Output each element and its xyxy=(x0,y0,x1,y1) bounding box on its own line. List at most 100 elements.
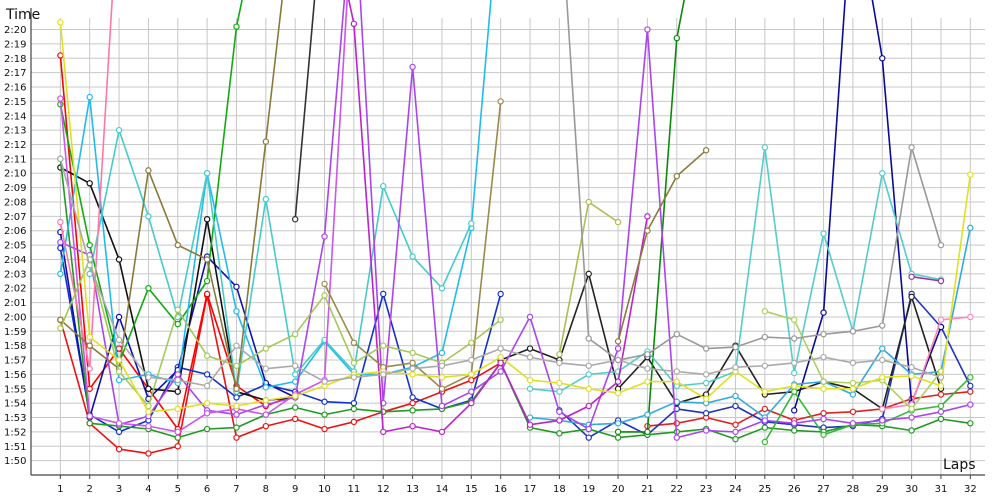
data-point xyxy=(791,359,798,367)
data-point xyxy=(585,385,592,392)
data-point xyxy=(86,420,93,427)
data-point xyxy=(614,338,622,345)
data-point xyxy=(732,343,739,351)
data-point xyxy=(879,322,886,329)
y-tick-label: 2:03 xyxy=(4,269,26,280)
data-point xyxy=(291,362,299,369)
x-tick-label: 12 xyxy=(377,484,390,495)
data-point xyxy=(673,378,680,385)
series-28 xyxy=(57,256,504,410)
data-point xyxy=(174,376,181,384)
x-tick-label: 2 xyxy=(87,484,93,495)
y-tick-label: 2:12 xyxy=(4,140,26,151)
data-point xyxy=(233,307,240,315)
data-point xyxy=(438,402,446,410)
data-point xyxy=(468,399,475,407)
data-point xyxy=(291,404,299,411)
data-point xyxy=(673,34,680,42)
data-point xyxy=(791,316,798,324)
x-tick-label: 27 xyxy=(817,484,830,495)
data-point xyxy=(791,335,798,342)
data-point xyxy=(761,388,769,395)
x-tick-label: 28 xyxy=(847,484,860,495)
x-tick-label: 15 xyxy=(465,484,478,495)
data-point xyxy=(145,213,152,220)
data-point xyxy=(820,431,827,438)
data-point xyxy=(262,422,270,430)
data-point xyxy=(879,405,886,413)
data-point xyxy=(203,256,211,263)
data-point xyxy=(791,369,798,377)
data-point xyxy=(556,359,563,367)
series-line xyxy=(59,0,243,364)
data-point xyxy=(614,218,622,226)
data-point xyxy=(879,374,886,381)
data-point xyxy=(937,382,945,390)
data-point xyxy=(203,352,211,359)
data-point xyxy=(820,309,827,316)
x-tick-label: 8 xyxy=(263,484,269,495)
y-tick-label: 2:16 xyxy=(4,83,26,94)
data-point xyxy=(203,216,211,223)
x-tick-label: 1 xyxy=(57,484,63,495)
data-point xyxy=(614,378,622,385)
data-point xyxy=(86,93,93,101)
data-point xyxy=(673,330,680,338)
data-point xyxy=(732,435,739,443)
data-point xyxy=(585,335,592,342)
data-point xyxy=(262,384,270,391)
data-point xyxy=(115,368,123,375)
data-point xyxy=(174,371,181,378)
data-point xyxy=(732,428,739,436)
y-tick-label: 2:13 xyxy=(4,126,26,137)
data-point xyxy=(57,52,64,59)
data-point xyxy=(908,414,915,421)
data-point xyxy=(820,230,827,237)
data-point xyxy=(115,336,123,344)
data-point xyxy=(644,26,651,33)
data-point xyxy=(967,420,974,427)
data-point xyxy=(849,379,857,387)
y-tick-label: 2:11 xyxy=(4,154,26,165)
data-point xyxy=(438,428,446,436)
data-point xyxy=(967,313,974,321)
data-point xyxy=(86,180,93,187)
data-point xyxy=(57,239,64,246)
data-point xyxy=(468,371,475,378)
data-point xyxy=(233,23,240,30)
data-point xyxy=(291,216,299,223)
data-point xyxy=(468,356,475,364)
y-tick-label: 1:54 xyxy=(4,399,26,410)
data-point xyxy=(673,172,680,180)
data-point xyxy=(262,397,270,404)
data-point xyxy=(203,382,211,390)
series-line xyxy=(59,22,972,413)
x-axis-title: Laps xyxy=(943,457,976,473)
data-point xyxy=(409,365,416,372)
axes xyxy=(30,8,985,476)
data-point xyxy=(86,342,93,349)
data-point xyxy=(57,95,64,102)
data-point xyxy=(614,428,622,436)
data-point xyxy=(526,421,534,428)
data-point xyxy=(438,362,446,369)
y-tick-label: 2:17 xyxy=(4,68,26,79)
data-point xyxy=(761,362,769,369)
series-line xyxy=(617,149,707,342)
data-point xyxy=(908,293,915,301)
series-line xyxy=(882,316,971,410)
data-point xyxy=(57,155,64,163)
data-point xyxy=(380,371,387,378)
data-point xyxy=(497,359,504,367)
y-tick-label: 1:51 xyxy=(4,442,26,453)
data-point xyxy=(203,290,211,298)
data-point xyxy=(967,388,974,395)
y-tick-label: 2:19 xyxy=(4,39,26,50)
data-point xyxy=(115,445,123,453)
data-point xyxy=(174,443,181,450)
x-tick-label: 23 xyxy=(700,484,713,495)
data-point xyxy=(203,371,211,378)
data-point xyxy=(409,63,416,71)
data-point xyxy=(86,333,93,341)
